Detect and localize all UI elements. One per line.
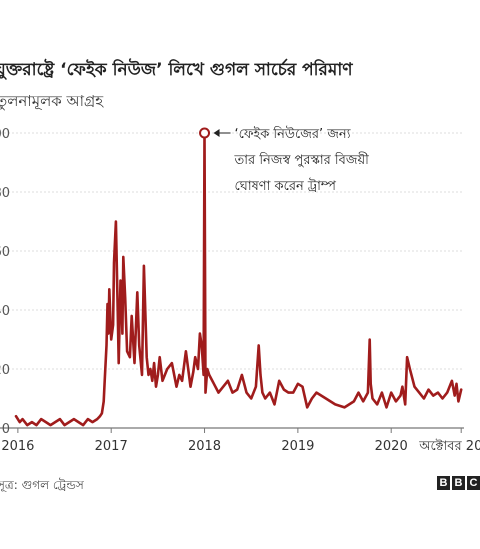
annotation: ‘ফেইক নিউজের’ জন্য তার নিজস্ব পুরস্কার বি… (199, 126, 370, 194)
x-tick-label: 2016 (1, 439, 34, 454)
x-tick-label: অক্টোবর 2020 (418, 439, 480, 454)
x-tick-label: 2017 (95, 439, 128, 454)
annotation-text-line: ‘ফেইক নিউজের’ জন্য (235, 126, 351, 142)
chart-subtitle: তুলনামূলক আগ্রহ (0, 92, 104, 110)
logo-letter-c: C (467, 476, 480, 490)
source-note: সূত্র: গুগল ট্রেন্ডস (0, 478, 84, 492)
y-tick-label: 60 (0, 245, 10, 260)
series-group (14, 131, 463, 427)
bbc-logo: B B C (437, 476, 480, 490)
chart-title: যুক্তরাষ্ট্রে ‘ফেইক নিউজ’ লিখে গুগল সার্… (0, 60, 353, 80)
x-tick-label: 2020 (375, 439, 408, 454)
y-tick-label: 100 (0, 127, 10, 142)
annotation-text-line: তার নিজস্ব পুরস্কার বিজয়ী (234, 152, 370, 168)
x-tick-labels: 2016 2017 2018 2019 2020 অক্টোবর 2020 (1, 428, 480, 454)
logo-letter-b2: B (452, 476, 465, 490)
annotation-text-line: ঘোষণা করেন ট্রাম্প (235, 178, 337, 194)
x-tick-label: 2018 (188, 439, 221, 454)
annotation-arrowhead (213, 129, 220, 137)
logo-letter-b1: B (437, 476, 450, 490)
y-tick-labels: 0 20 40 60 80 100 (0, 127, 10, 437)
x-tick-label: 2019 (281, 439, 314, 454)
line-chart: 0 20 40 60 80 100 2016 2017 2018 2019 2020 অক্টোবর… (0, 126, 480, 454)
series-line (14, 131, 463, 427)
annotation-marker (199, 127, 211, 139)
y-tick-label: 80 (0, 186, 10, 201)
gridlines (0, 132, 464, 429)
y-tick-label: 0 (2, 422, 10, 437)
y-tick-label: 20 (0, 363, 10, 378)
y-tick-label: 40 (0, 304, 10, 319)
